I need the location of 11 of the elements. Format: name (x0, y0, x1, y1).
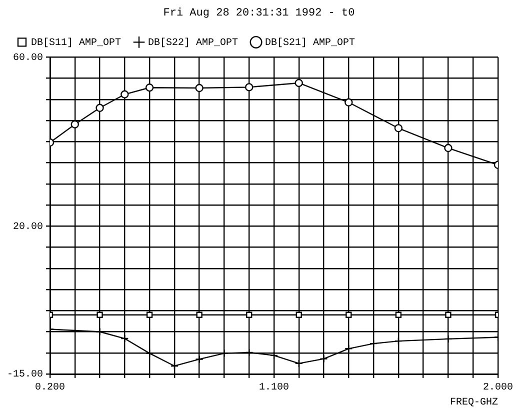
x-tick-label: 1.100 (258, 382, 290, 394)
y-tick-label: 60.00 (12, 52, 44, 64)
chart-title: Fri Aug 28 20:31:31 1992 - t0 (163, 8, 355, 20)
x-tick-label: 2.000 (482, 382, 514, 394)
x-tick-label: 0.200 (35, 382, 66, 394)
legend-label: DB[S11] AMP_OPT (31, 36, 122, 49)
y-tick-label: 20.00 (12, 222, 44, 233)
legend-label: DB[S21] AMP_OPT (265, 36, 356, 49)
legend-label: DB[S22] AMP_OPT (148, 36, 238, 49)
y-tick-label: -15.00 (6, 370, 44, 381)
x-axis-title: FREQ-GHZ (450, 398, 498, 409)
